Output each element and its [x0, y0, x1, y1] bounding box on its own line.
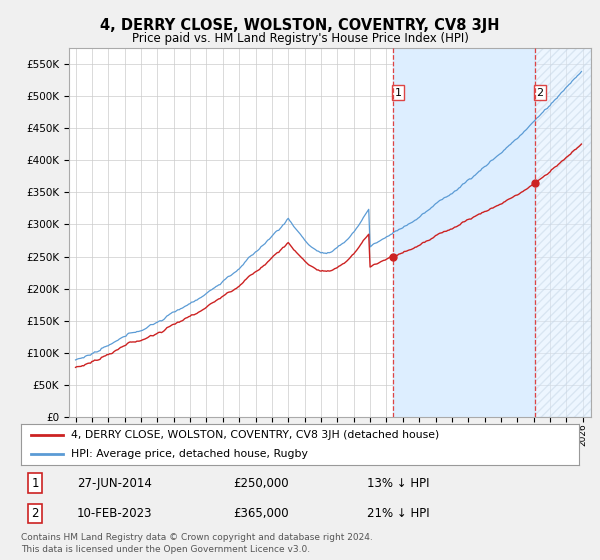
Text: £365,000: £365,000	[233, 507, 289, 520]
Bar	[535, 48, 591, 417]
Text: 2: 2	[536, 87, 544, 97]
Text: 4, DERRY CLOSE, WOLSTON, COVENTRY, CV8 3JH: 4, DERRY CLOSE, WOLSTON, COVENTRY, CV8 3…	[100, 18, 500, 34]
Point	[388, 252, 398, 261]
Text: 1: 1	[31, 477, 39, 490]
Bar	[393, 48, 535, 417]
Text: Contains HM Land Registry data © Crown copyright and database right 2024.
This d: Contains HM Land Registry data © Crown c…	[21, 533, 373, 554]
Text: 1: 1	[395, 87, 401, 97]
Text: 27-JUN-2014: 27-JUN-2014	[77, 477, 152, 490]
Text: HPI: Average price, detached house, Rugby: HPI: Average price, detached house, Rugb…	[71, 449, 308, 459]
Text: 2: 2	[31, 507, 39, 520]
Text: Price paid vs. HM Land Registry's House Price Index (HPI): Price paid vs. HM Land Registry's House …	[131, 32, 469, 45]
Bar	[535, 48, 591, 417]
Text: 21% ↓ HPI: 21% ↓ HPI	[367, 507, 430, 520]
Text: £250,000: £250,000	[233, 477, 289, 490]
Point	[530, 178, 540, 187]
Text: 4, DERRY CLOSE, WOLSTON, COVENTRY, CV8 3JH (detached house): 4, DERRY CLOSE, WOLSTON, COVENTRY, CV8 3…	[71, 431, 439, 440]
Text: 13% ↓ HPI: 13% ↓ HPI	[367, 477, 430, 490]
Text: 10-FEB-2023: 10-FEB-2023	[77, 507, 152, 520]
